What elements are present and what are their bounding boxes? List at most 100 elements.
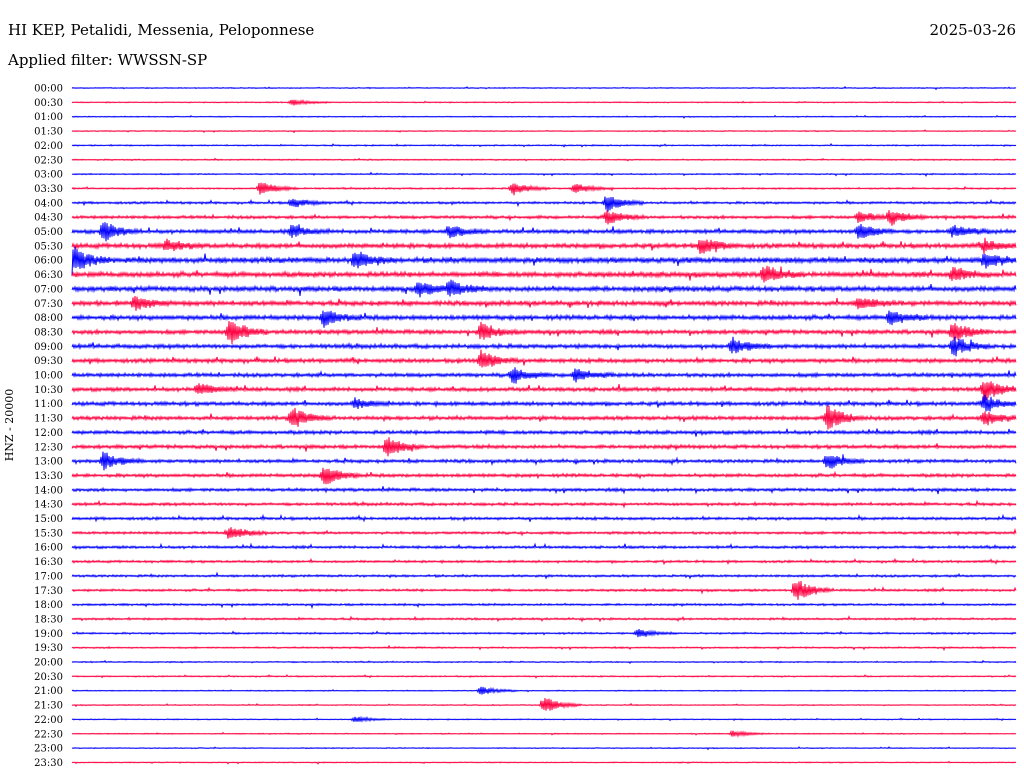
row-time-label: 11:00 (34, 399, 63, 410)
row-time-label: 10:30 (34, 385, 63, 396)
row-time-label: 06:30 (34, 270, 63, 281)
row-time-label: 02:00 (34, 141, 63, 152)
row-time-label: 16:30 (34, 557, 63, 568)
trace-row-1230 (71, 437, 1017, 457)
trace-row-1830 (71, 615, 1017, 623)
row-time-label: 15:30 (34, 528, 63, 539)
trace-row-0800 (71, 310, 1017, 328)
row-time-label: 12:30 (34, 442, 63, 453)
trace-row-1400 (71, 486, 1017, 495)
row-time-label: 19:30 (34, 643, 63, 654)
row-time-label: 11:30 (34, 414, 63, 425)
trace-row-1200 (71, 428, 1017, 437)
trace-row-2000 (71, 659, 1017, 665)
trace-row-0400 (71, 196, 1017, 212)
row-time-label: 09:00 (34, 342, 63, 353)
trace-row-1300 (71, 451, 1017, 471)
row-time-label: 03:30 (34, 184, 63, 195)
trace-row-0930 (71, 349, 1017, 368)
row-time-label: 04:00 (34, 198, 63, 209)
trace-row-0100 (71, 114, 1017, 119)
trace-row-1700 (71, 571, 1017, 580)
row-time-label: 18:30 (34, 614, 63, 625)
trace-row-0530 (71, 237, 1017, 255)
trace-row-1030 (71, 381, 1017, 401)
trace-row-2330 (71, 760, 1017, 765)
trace-row-0600 (71, 246, 1017, 276)
row-time-label: 09:30 (34, 356, 63, 367)
trace-row-1900 (71, 629, 1017, 638)
trace-row-0030 (71, 98, 1017, 106)
trace-row-0730 (71, 295, 1017, 311)
row-time-label: 08:30 (34, 327, 63, 338)
row-time-label: 05:30 (34, 241, 63, 252)
row-time-label: 07:00 (34, 284, 63, 295)
trace-row-0900 (71, 336, 1017, 357)
row-time-label: 04:30 (34, 213, 63, 224)
trace-row-0230 (71, 157, 1017, 162)
row-time-label: 13:00 (34, 457, 63, 468)
row-time-label: 23:30 (34, 758, 63, 769)
trace-row-2100 (71, 686, 1017, 695)
row-time-label: 00:00 (34, 84, 63, 95)
row-time-label: 17:00 (34, 571, 63, 582)
row-time-label: 07:30 (34, 299, 63, 310)
trace-row-1930 (71, 644, 1017, 652)
row-time-label: 01:30 (34, 127, 63, 138)
row-time-label: 14:30 (34, 500, 63, 511)
station-title: HI KEP, Petalidi, Messenia, Peloponnese (8, 21, 315, 39)
row-time-label: 18:00 (34, 600, 63, 611)
trace-row-1530 (71, 527, 1017, 539)
row-time-label: 03:00 (34, 170, 63, 181)
trace-row-1130 (71, 405, 1017, 430)
trace-row-2030 (71, 674, 1017, 679)
trace-row-1430 (71, 499, 1017, 509)
row-time-label: 08:00 (34, 313, 63, 324)
trace-row-0430 (71, 210, 1017, 226)
row-time-label: 23:00 (34, 744, 63, 755)
trace-row-0000 (71, 85, 1017, 91)
row-time-label: 16:00 (34, 543, 63, 554)
trace-row-1800 (71, 601, 1017, 610)
trace-row-0630 (71, 265, 1017, 283)
trace-row-0830 (71, 320, 1017, 345)
row-time-label: 19:00 (34, 629, 63, 640)
date-label: 2025-03-26 (929, 21, 1016, 39)
row-time-label: 05:00 (34, 227, 63, 238)
row-time-label: 14:00 (34, 485, 63, 496)
row-time-label: 06:00 (34, 256, 63, 267)
trace-row-1600 (71, 542, 1017, 550)
trace-row-1330 (71, 467, 1017, 485)
row-time-label: 21:00 (34, 686, 63, 697)
row-time-label: 15:00 (34, 514, 63, 525)
row-time-label: 02:30 (34, 155, 63, 166)
row-time-label: 12:00 (34, 428, 63, 439)
row-time-label: 20:30 (34, 672, 63, 683)
row-time-label: 10:00 (34, 371, 63, 382)
trace-row-2230 (71, 729, 1017, 738)
trace-row-0700 (71, 279, 1017, 298)
trace-row-0300 (71, 171, 1017, 177)
trace-row-2200 (71, 715, 1017, 723)
row-time-label: 20:00 (34, 658, 63, 669)
trace-row-0200 (71, 142, 1017, 148)
row-time-label: 22:00 (34, 715, 63, 726)
row-time-label: 17:30 (34, 586, 63, 597)
trace-row-1500 (71, 513, 1017, 523)
trace-row-2130 (71, 698, 1017, 711)
row-time-label: 01:00 (34, 112, 63, 123)
trace-row-1730 (71, 580, 1017, 600)
row-time-label: 21:30 (34, 701, 63, 712)
row-time-label: 22:30 (34, 729, 63, 740)
filter-label: Applied filter: WWSSN-SP (8, 51, 208, 69)
trace-row-1000 (71, 367, 1017, 384)
row-time-label: 13:30 (34, 471, 63, 482)
trace-row-1630 (71, 557, 1017, 566)
trace-row-2300 (71, 746, 1017, 751)
trace-row-1100 (71, 394, 1017, 412)
row-time-label: 00:30 (34, 98, 63, 109)
trace-row-0130 (71, 129, 1017, 134)
trace-row-0330 (71, 182, 1017, 196)
trace-row-0500 (71, 222, 1017, 242)
